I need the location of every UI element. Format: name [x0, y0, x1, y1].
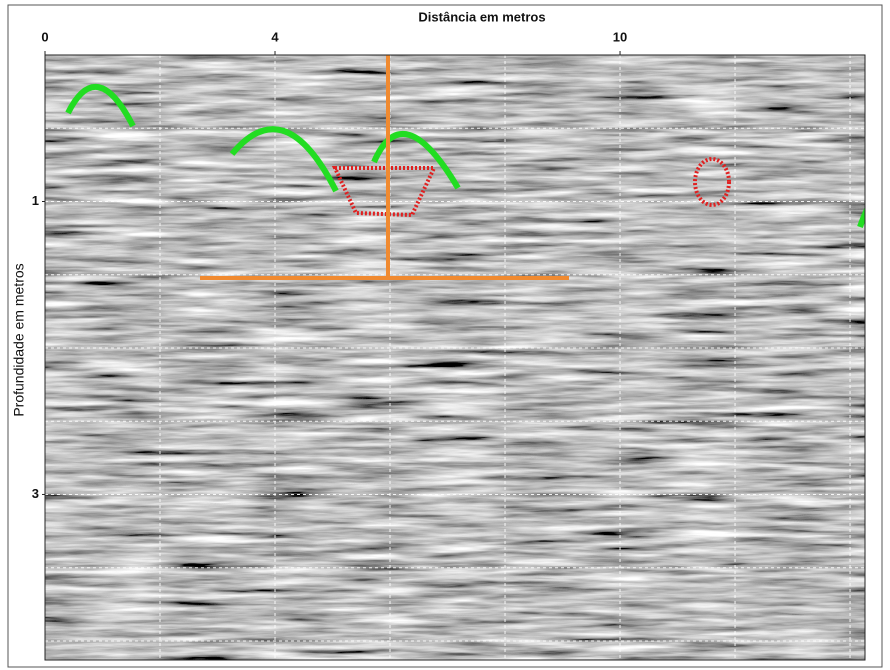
- y-tick-label: 3: [32, 486, 39, 501]
- x-tick-label: 0: [41, 29, 48, 44]
- chart-title: Distância em metros: [418, 9, 545, 24]
- chart: Distância em metros Profundidade em metr…: [0, 0, 890, 670]
- y-tick-label: 1: [32, 193, 39, 208]
- y-axis-label: Profundidade em metros: [11, 263, 27, 416]
- radargram-image: [45, 55, 865, 660]
- x-tick-label: 4: [271, 29, 279, 44]
- page: Distância em metros Profundidade em metr…: [0, 0, 890, 670]
- x-tick-label: 10: [613, 29, 627, 44]
